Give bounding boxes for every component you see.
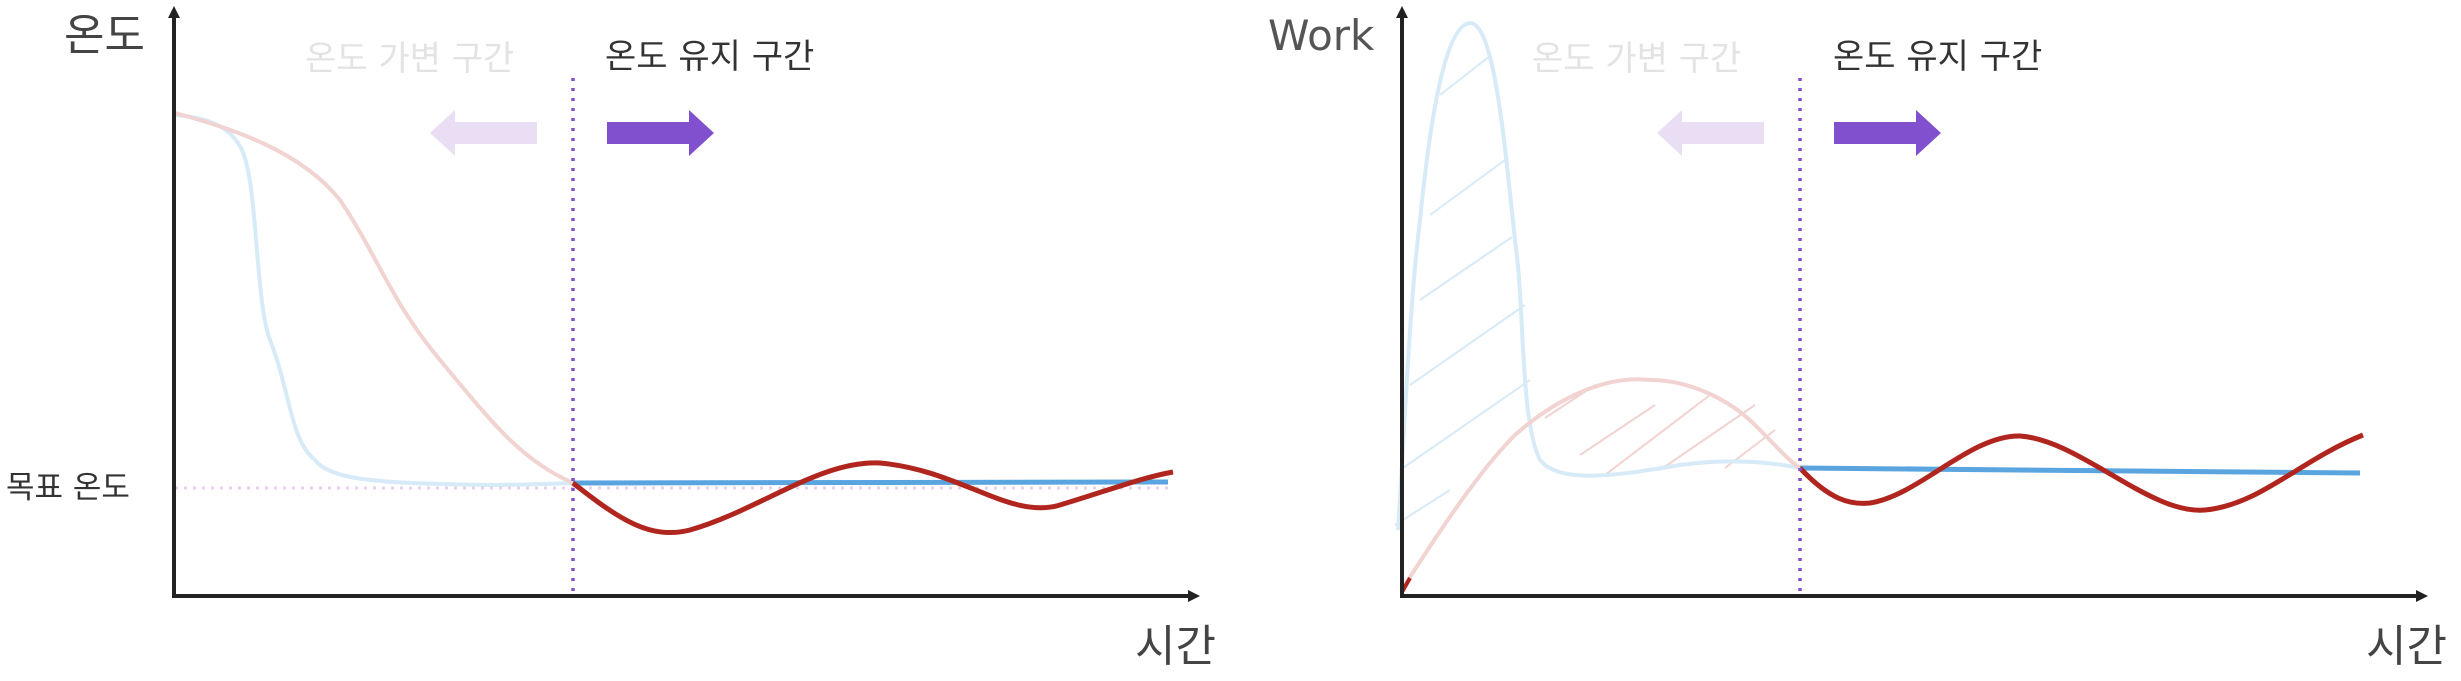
red-curve-faded	[174, 111, 574, 485]
red-curve	[571, 460, 1174, 536]
target-temperature-label: 목표 온도	[6, 470, 130, 506]
red-curve-faded	[1403, 377, 1802, 587]
blue-curve-faded	[1396, 20, 1801, 531]
hold-zone-arrow	[607, 110, 714, 156]
blue-curve	[572, 479, 1169, 486]
variable-zone-label: 온도 가변 구간	[1532, 39, 1741, 79]
x-axis-arrowhead	[1188, 590, 1200, 602]
hold-zone-label: 온도 유지 구간	[1833, 37, 2042, 77]
right-panel: Work 시간 온도 가변 구간 온도 유지 구간	[1268, 6, 2447, 672]
red-curve	[1798, 432, 2364, 513]
blue-area-hatching	[1394, 55, 1531, 526]
y-axis-label: 온도	[64, 10, 145, 61]
x-axis-label: 시간	[2366, 621, 2447, 672]
y-axis-arrowhead	[168, 6, 180, 18]
variable-zone-label: 온도 가변 구간	[305, 39, 514, 79]
blue-curve	[1799, 465, 2361, 476]
hold-zone-arrow	[1834, 110, 1941, 156]
x-axis-label: 시간	[1135, 621, 1216, 672]
variable-zone-arrow	[430, 110, 537, 156]
y-axis-label: Work	[1268, 11, 1375, 60]
x-axis-arrowhead	[2416, 590, 2428, 602]
variable-zone-arrow	[1657, 110, 1764, 156]
blue-curve-faded	[174, 113, 574, 487]
left-panel: 온도 시간 목표 온도 온도 가변 구간 온도 유지 구간	[6, 6, 1216, 672]
y-axis-arrowhead	[1396, 6, 1408, 18]
hold-zone-label: 온도 유지 구간	[605, 37, 814, 77]
